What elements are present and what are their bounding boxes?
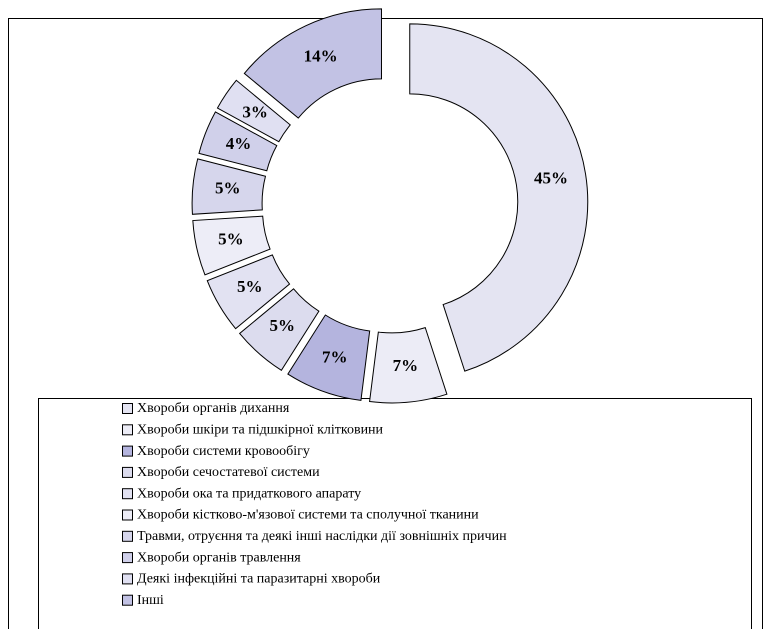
donut-segment — [238, 288, 320, 371]
value-label: 5% — [237, 277, 263, 296]
legend-label: Хвороби системи кровообігу — [137, 444, 310, 459]
legend-swatch — [122, 466, 133, 478]
value-label: 5% — [269, 316, 295, 335]
legend-swatch — [122, 445, 133, 457]
value-label: 45% — [534, 168, 568, 187]
donut-segment — [206, 254, 291, 330]
legend-label: Деякі інфекційні та паразитарні хвороби — [137, 572, 381, 587]
value-label: 7% — [393, 356, 419, 375]
legend-label: Хвороби органів травлення — [137, 550, 301, 565]
donut-segment — [287, 314, 371, 401]
donut-segment — [243, 8, 382, 119]
donut-segment — [191, 158, 267, 215]
value-label: 3% — [242, 102, 268, 121]
value-label: 5% — [215, 179, 241, 198]
legend-label: Хвороби органів дихання — [137, 401, 290, 416]
legend-swatch — [122, 552, 133, 564]
legend-box — [38, 398, 752, 634]
legend-swatch — [122, 488, 133, 500]
legend-swatch — [122, 573, 133, 585]
legend-swatch — [122, 594, 133, 606]
legend-swatch — [122, 403, 133, 414]
legend-swatch — [122, 509, 133, 521]
donut-segment — [192, 215, 271, 276]
donut-segment — [216, 79, 291, 143]
legend-label: Хвороби сечостатевої системи — [137, 465, 320, 480]
donut-segment — [198, 111, 278, 172]
legend-label: Хвороби шкіри та підшкірної клітковини — [137, 423, 384, 438]
value-label: 4% — [226, 134, 252, 153]
legend-label: Інші — [137, 593, 164, 608]
value-label: 7% — [322, 347, 348, 366]
donut-segment — [369, 326, 448, 404]
legend-label: Травми, отруєння та деякі інші наслідки … — [137, 529, 507, 544]
legend-label: Хвороби ока та придаткового апарату — [137, 486, 361, 501]
donut-segment — [409, 23, 589, 372]
legend-swatch — [122, 530, 133, 542]
legend-label: Хвороби кістково-м'язової системи та спо… — [137, 508, 479, 523]
value-label: 5% — [218, 229, 244, 248]
legend-swatch — [122, 424, 133, 436]
value-label: 14% — [304, 46, 338, 65]
